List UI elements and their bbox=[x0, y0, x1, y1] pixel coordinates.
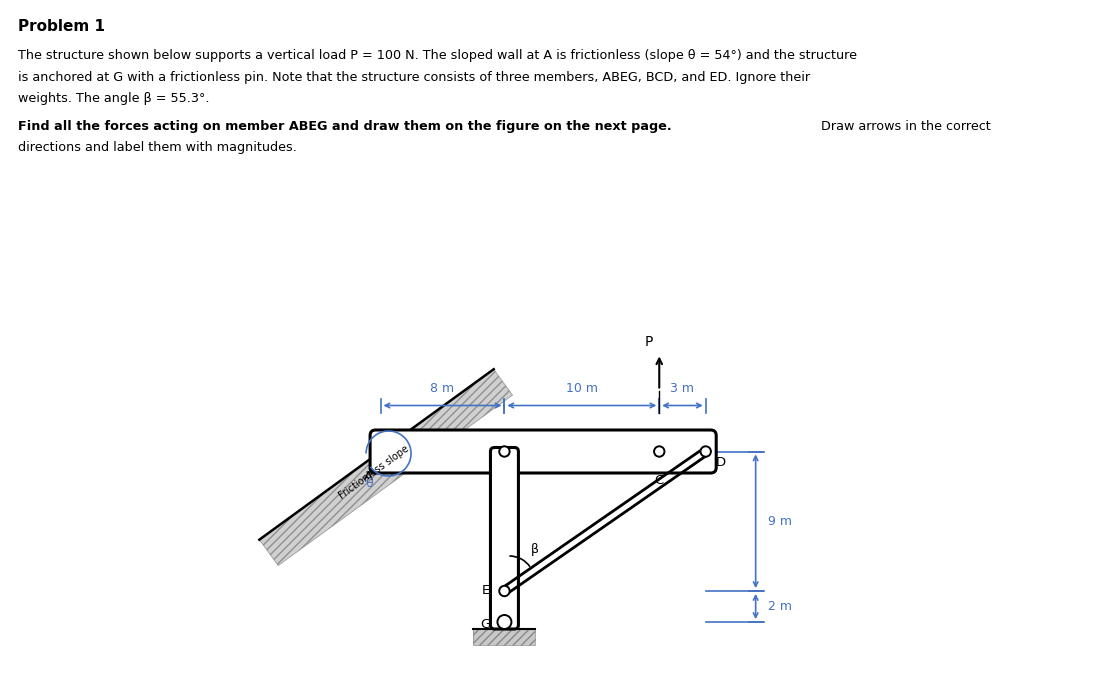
Circle shape bbox=[700, 446, 711, 457]
Text: A: A bbox=[364, 470, 373, 483]
Text: D: D bbox=[715, 456, 725, 470]
Text: The structure shown below supports a vertical load P = 100 N. The sloped wall at: The structure shown below supports a ver… bbox=[18, 49, 857, 62]
Text: 10 m: 10 m bbox=[566, 382, 598, 395]
Text: directions and label them with magnitudes.: directions and label them with magnitude… bbox=[18, 141, 297, 154]
FancyBboxPatch shape bbox=[370, 430, 717, 473]
Text: is anchored at G with a frictionless pin. Note that the structure consists of th: is anchored at G with a frictionless pin… bbox=[18, 70, 810, 83]
Circle shape bbox=[499, 586, 510, 596]
Polygon shape bbox=[259, 369, 512, 565]
Text: 2 m: 2 m bbox=[767, 600, 791, 613]
Text: 9 m: 9 m bbox=[767, 515, 791, 528]
Text: P: P bbox=[645, 334, 654, 349]
Text: Find all the forces acting on member ABEG and draw them on the figure on the nex: Find all the forces acting on member ABE… bbox=[18, 120, 671, 133]
Circle shape bbox=[498, 615, 511, 629]
FancyBboxPatch shape bbox=[490, 447, 519, 629]
Bar bbox=[474, 629, 535, 645]
Bar bbox=[474, 629, 535, 645]
Text: weights. The angle β = 55.3°.: weights. The angle β = 55.3°. bbox=[18, 92, 210, 105]
Text: θ: θ bbox=[365, 477, 373, 490]
Text: E: E bbox=[482, 584, 490, 598]
Circle shape bbox=[654, 446, 665, 457]
Text: β: β bbox=[531, 542, 539, 556]
Text: Frictionless slope: Frictionless slope bbox=[337, 443, 411, 501]
Text: 3 m: 3 m bbox=[670, 382, 695, 395]
Text: Problem 1: Problem 1 bbox=[18, 19, 106, 34]
Text: Draw arrows in the correct: Draw arrows in the correct bbox=[817, 120, 991, 133]
Text: 8 m: 8 m bbox=[431, 382, 455, 395]
Text: C: C bbox=[655, 473, 664, 487]
Text: B: B bbox=[481, 456, 490, 470]
Text: G: G bbox=[480, 617, 490, 630]
Circle shape bbox=[499, 446, 510, 457]
